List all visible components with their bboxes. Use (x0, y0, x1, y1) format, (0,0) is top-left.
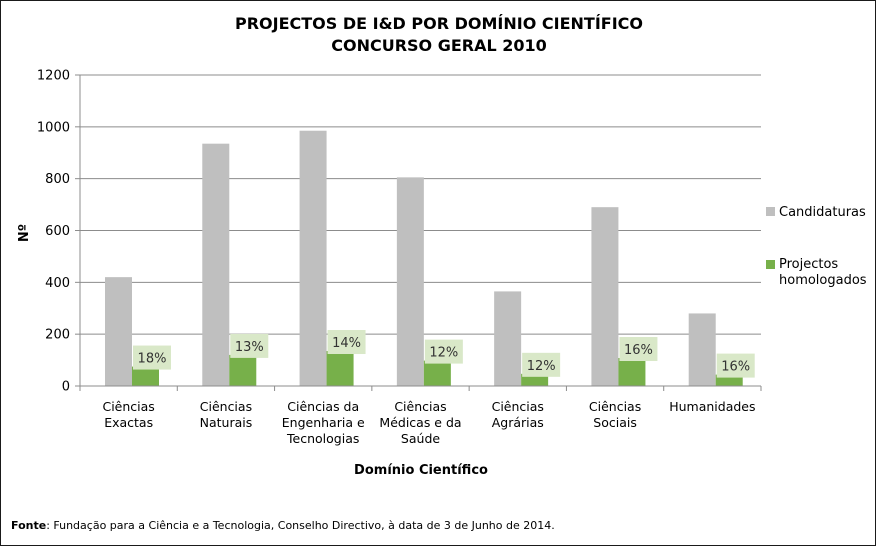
bar-projectos-homologados (229, 354, 257, 386)
percentage-labels: 18% 13% 14% 12% 12% 16% 16% (133, 330, 755, 378)
legend: Candidaturas Projectos homologados (766, 205, 867, 288)
bar-projectos-homologados (715, 374, 743, 386)
percentage-label: 13% (235, 340, 264, 355)
source-note: Fonte: Fundação para a Ciência e a Tecno… (11, 519, 555, 532)
bar-candidaturas (396, 177, 424, 386)
x-tick-label: Ciências Agrárias (492, 399, 544, 430)
x-tick-label: Ciências Naturais (200, 399, 253, 430)
x-tick-label: Ciências Médicas e da Saúde (379, 399, 461, 446)
x-tick-label: Ciências Exactas (102, 399, 154, 430)
x-tick-label: Humanidades (669, 399, 755, 414)
percentage-label-box (327, 330, 366, 355)
x-tick-label: Ciências Sociais (589, 399, 641, 430)
x-axis-ticks: Ciências Exactas Ciências Naturais Ciências … (79, 386, 762, 446)
percentage-label-box (424, 339, 463, 364)
x-tick-label: Ciências da Engenharia e Tecnologias (282, 399, 365, 446)
y-axis-label: Nº (17, 224, 32, 242)
bar-candidaturas (299, 130, 327, 386)
x-axis-label: Domínio Científico (354, 463, 488, 478)
percentage-label-box (133, 345, 171, 370)
legend-label-candidaturas: Candidaturas (779, 205, 866, 220)
bar-candidaturas (202, 143, 230, 386)
chart-title-line-2: CONCURSO GERAL 2010 (331, 36, 547, 55)
percentage-label-box (619, 337, 658, 362)
legend-swatch-candidaturas (766, 207, 775, 216)
chart-title: PROJECTOS DE I&D POR DOMÍNIO CIENTÍFICO … (1, 13, 875, 57)
percentage-label-box (522, 352, 561, 377)
percentage-label: 14% (332, 336, 361, 351)
chart-title-line-1: PROJECTOS DE I&D POR DOMÍNIO CIENTÍFICO (234, 14, 644, 33)
percentage-label: 12% (527, 359, 556, 374)
percentage-label-box (230, 333, 269, 358)
bar-projectos-homologados (521, 373, 549, 386)
y-tick-label: 400 (45, 276, 70, 291)
bar-candidaturas (494, 291, 522, 386)
y-tick-label: 600 (45, 224, 70, 239)
legend-label-projectos-homologados: Projectos homologados (779, 257, 867, 288)
bar-candidaturas (105, 277, 132, 386)
bar-candidaturas (591, 207, 619, 386)
axes (79, 75, 761, 387)
bar-projectos-homologados (132, 366, 159, 386)
percentage-label: 16% (624, 343, 653, 358)
bar-projectos-homologados (618, 358, 646, 386)
source-text: : Fundação para a Ciência e a Tecnologia… (46, 519, 555, 532)
y-tick-label: 1200 (37, 69, 70, 84)
percentage-label-box (716, 353, 755, 378)
percentage-label: 12% (429, 346, 458, 361)
legend-swatch-projectos-homologados (766, 260, 775, 269)
percentage-label: 18% (138, 352, 167, 367)
y-axis-ticks: 0 200 400 600 800 1000 1200 (37, 69, 80, 395)
bar-candidaturas (688, 313, 716, 386)
y-tick-label: 800 (45, 172, 70, 187)
bars (105, 130, 743, 386)
y-tick-label: 200 (45, 328, 70, 343)
y-tick-label: 0 (62, 380, 70, 395)
y-tick-label: 1000 (37, 120, 70, 135)
source-label: Fonte (11, 519, 47, 532)
bar-projectos-homologados (423, 360, 451, 386)
bar-projectos-homologados (326, 351, 354, 386)
percentage-label: 16% (721, 360, 750, 375)
